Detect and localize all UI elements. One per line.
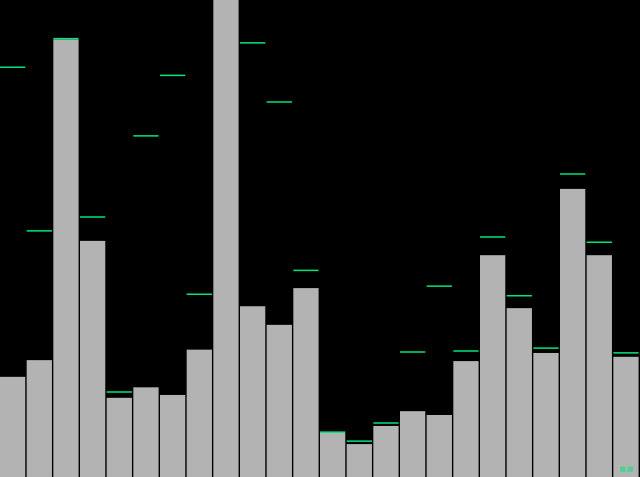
spectrum-bar-20 <box>506 308 532 477</box>
spectrum-bar-9 <box>213 0 239 477</box>
peak-marker-group <box>0 37 639 442</box>
spectrum-bar-16 <box>400 411 426 477</box>
spectrum-bar-7 <box>160 394 186 477</box>
spectrum-bar-3 <box>53 39 79 477</box>
spectrum-bar-2 <box>26 360 52 477</box>
spectrum-bar-23 <box>586 255 612 477</box>
spectrum-bar-12 <box>293 288 319 477</box>
spectrum-bar-6 <box>133 387 159 477</box>
peak-meter-icon: ▪▪ <box>619 462 634 475</box>
spectrum-bar-18 <box>453 361 479 477</box>
spectrum-bar-13 <box>320 432 346 477</box>
spectrum-bar-1 <box>0 376 26 477</box>
spectrum-bar-14 <box>346 444 372 477</box>
spectrum-bar-21 <box>533 352 559 477</box>
spectrum-bar-10 <box>240 306 266 477</box>
spectrum-bar-5 <box>106 397 132 477</box>
spectrum-bar-22 <box>560 188 586 477</box>
spectrum-bar-15 <box>373 425 399 477</box>
spectrum-bar-17 <box>426 414 452 477</box>
spectrum-bar-19 <box>480 255 506 477</box>
spectrum-bar-8 <box>186 349 212 477</box>
spectrum-bar-24 <box>613 356 639 477</box>
spectrum-bar-11 <box>266 324 292 477</box>
spectrum-bar-4 <box>80 240 106 477</box>
